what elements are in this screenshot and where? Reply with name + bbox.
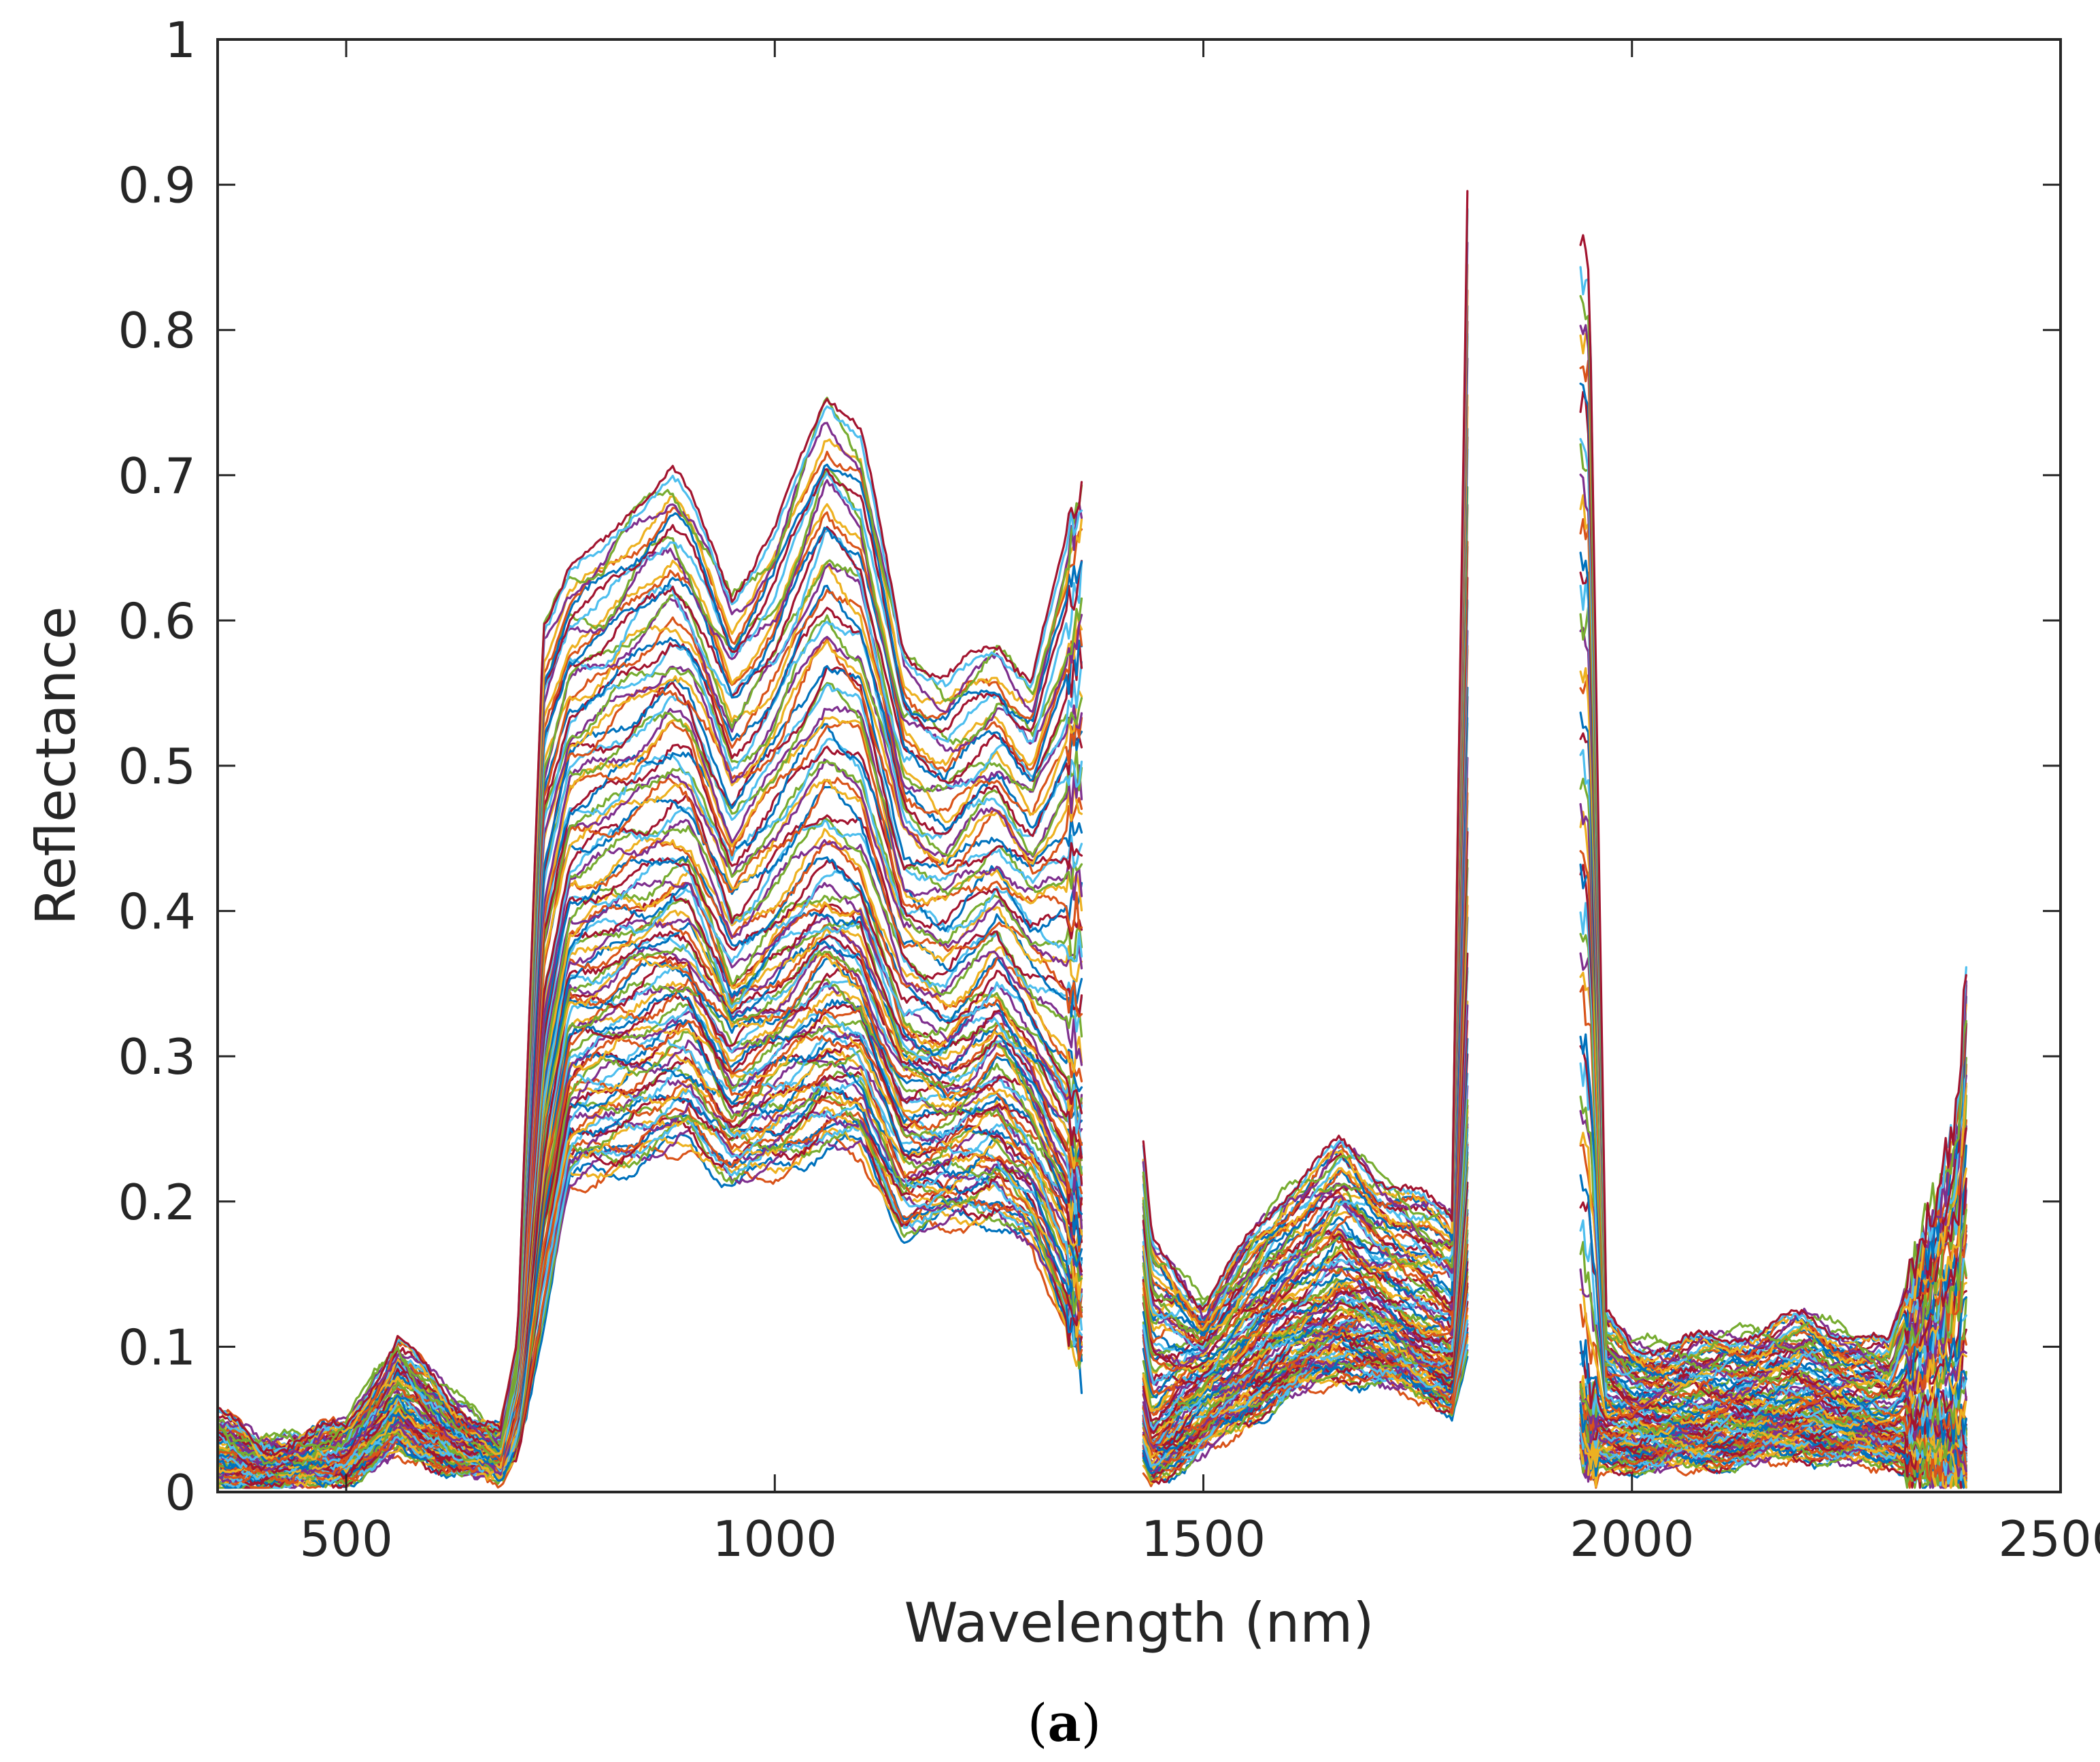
spectrum-line bbox=[216, 953, 1967, 1482]
spectrum-line bbox=[216, 405, 1967, 1457]
y-tick-label: 0.1 bbox=[118, 1319, 196, 1376]
spectrum-line bbox=[216, 706, 1967, 1472]
spectrum-line bbox=[216, 263, 1967, 1460]
y-tick-label: 0.3 bbox=[118, 1028, 196, 1085]
y-tick-label: 0.5 bbox=[118, 738, 196, 795]
panel-label: (a) bbox=[1028, 1693, 1102, 1753]
spectrum-line bbox=[216, 335, 1967, 1457]
panel-label-open: ( bbox=[1028, 1693, 1048, 1753]
spectrum-line bbox=[216, 1015, 1967, 1489]
y-tick-label: 0.2 bbox=[118, 1174, 196, 1231]
x-tick-marks bbox=[345, 39, 2062, 1492]
spectrum-line bbox=[216, 723, 1967, 1469]
spectrum-line bbox=[216, 436, 1967, 1452]
spectrum-line bbox=[216, 541, 1967, 1464]
spectrum-line bbox=[216, 209, 1967, 1451]
spectrum-line bbox=[216, 448, 1967, 1461]
spectrum-line bbox=[216, 320, 1967, 1458]
y-tick-label: 0.8 bbox=[118, 302, 196, 359]
series-layer bbox=[216, 190, 1967, 1489]
spectrum-line bbox=[216, 758, 1967, 1465]
x-tick-label: 500 bbox=[299, 1510, 392, 1568]
spectrum-line bbox=[216, 333, 1967, 1456]
y-tick-label: 1 bbox=[165, 12, 196, 69]
x-tick-label: 1000 bbox=[713, 1510, 837, 1568]
spectrum-line bbox=[216, 503, 1967, 1463]
x-tick-label: 2000 bbox=[1570, 1510, 1694, 1568]
spectrum-line bbox=[216, 428, 1967, 1461]
spectrum-line bbox=[216, 577, 1967, 1462]
y-tick-label: 0.9 bbox=[118, 157, 196, 214]
spectrum-line bbox=[216, 964, 1967, 1480]
y-tick-label: 0.6 bbox=[118, 592, 196, 649]
y-tick-labels: 0 0.1 0.2 0.3 0.4 0.5 0.6 0.7 0.8 0.9 1 bbox=[118, 12, 196, 1521]
spectrum-line bbox=[216, 715, 1967, 1470]
spectrum-line bbox=[216, 737, 1967, 1469]
spectrum-line bbox=[216, 760, 1967, 1465]
spectrum-line bbox=[216, 507, 1967, 1461]
panel-label-close: ) bbox=[1081, 1693, 1102, 1753]
spectrum-line bbox=[216, 545, 1967, 1458]
y-tick-label: 0.4 bbox=[118, 883, 196, 941]
spectrum-line bbox=[216, 869, 1967, 1477]
axes-box bbox=[216, 38, 2062, 1493]
x-axis-label: Wavelength (nm) bbox=[904, 1591, 1374, 1655]
spectrum-line bbox=[216, 305, 1967, 1463]
spectrum-line bbox=[216, 289, 1967, 1463]
x-tick-label: 1500 bbox=[1141, 1510, 1266, 1568]
spectrum-line bbox=[216, 207, 1967, 1455]
spectrum-line bbox=[216, 190, 1967, 1457]
spectrum-line bbox=[216, 1019, 1967, 1489]
spectrum-line bbox=[216, 944, 1967, 1483]
y-tick-marks bbox=[218, 38, 2061, 1493]
spectrum-line bbox=[216, 241, 1967, 1455]
spectrum-line bbox=[216, 357, 1967, 1453]
plot-area bbox=[216, 190, 1967, 1489]
y-axis-label: Reflectance bbox=[24, 606, 88, 925]
y-tick-label: 0.7 bbox=[118, 447, 196, 505]
y-tick-label: 0 bbox=[165, 1464, 196, 1521]
spectrum-line bbox=[216, 394, 1967, 1459]
spectrum-line bbox=[216, 486, 1967, 1465]
panel-label-letter: a bbox=[1047, 1693, 1081, 1753]
